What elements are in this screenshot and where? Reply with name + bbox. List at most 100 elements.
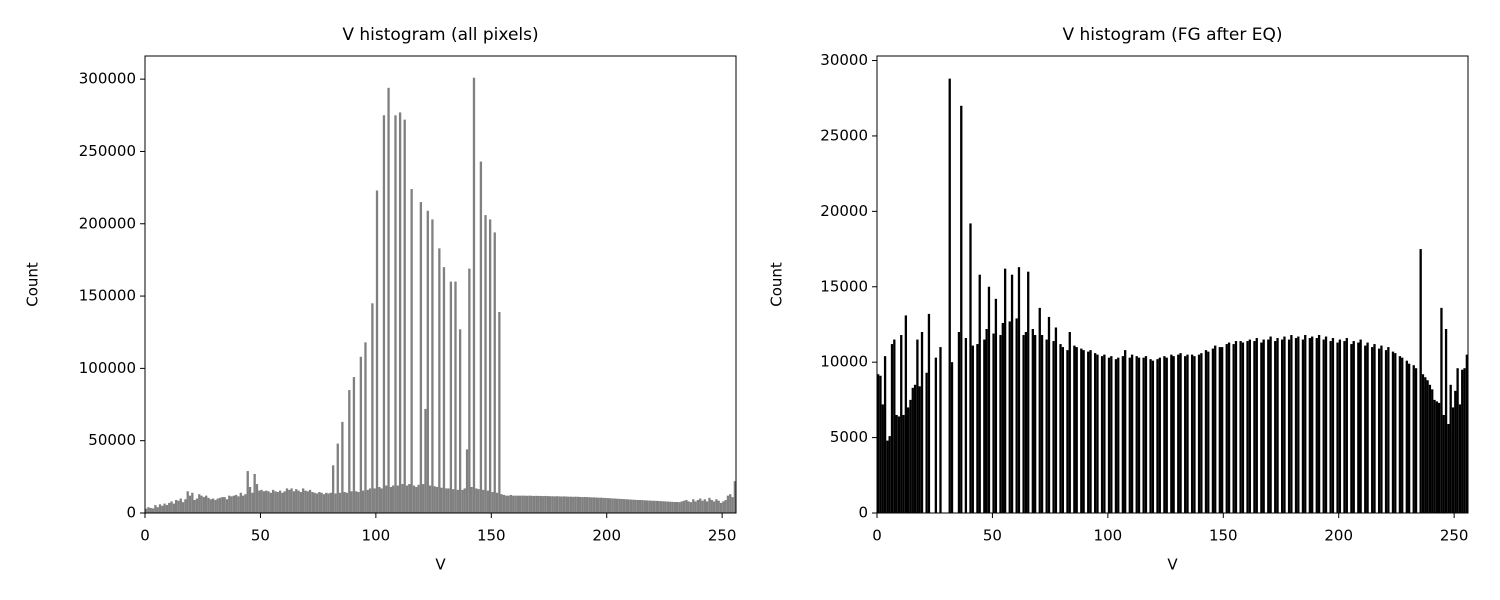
- bar: [1311, 336, 1314, 513]
- bar: [1444, 328, 1448, 513]
- bar: [184, 499, 187, 513]
- y-tick-label: 20000: [820, 202, 868, 220]
- bar: [659, 501, 663, 513]
- bar: [1329, 341, 1332, 513]
- bar: [1017, 267, 1021, 513]
- x-tick-label: 150: [1209, 527, 1238, 545]
- bar: [147, 507, 150, 513]
- bar: [350, 491, 353, 513]
- bar: [251, 492, 254, 513]
- bar: [890, 344, 894, 513]
- bar: [1421, 374, 1425, 513]
- bar: [719, 502, 723, 513]
- bar: [447, 488, 450, 513]
- bar: [288, 489, 291, 513]
- bar: [567, 496, 570, 513]
- bar: [378, 486, 381, 513]
- bar: [574, 496, 577, 513]
- bar: [1080, 348, 1083, 513]
- bar: [357, 492, 360, 513]
- bar: [345, 492, 349, 513]
- bar: [1200, 353, 1203, 513]
- bar: [299, 492, 302, 513]
- bar: [1066, 350, 1069, 513]
- bar: [1338, 339, 1342, 513]
- bar: [916, 339, 919, 513]
- bar: [879, 375, 882, 513]
- bar: [145, 508, 148, 513]
- bar: [888, 436, 891, 513]
- bar: [650, 500, 653, 513]
- bar: [283, 491, 286, 513]
- bar: [253, 473, 256, 513]
- bar: [422, 484, 425, 513]
- axes: 0 50 100 150 200 250 0 50000 100000 150000 200000 2…: [24, 25, 737, 574]
- bar: [1281, 339, 1284, 513]
- x-tick-label: 50: [251, 527, 270, 545]
- bar: [1255, 338, 1258, 513]
- bar: [1124, 350, 1127, 513]
- bar: [165, 505, 169, 513]
- bar: [408, 484, 411, 513]
- bar: [710, 499, 713, 513]
- bar: [246, 471, 249, 513]
- bar: [1047, 316, 1051, 513]
- y-tick-label: 0: [858, 504, 868, 522]
- bar: [1197, 354, 1201, 513]
- bar: [883, 356, 887, 513]
- bar: [978, 274, 981, 513]
- bar: [1433, 399, 1436, 513]
- x-axis-label: V: [1167, 556, 1178, 574]
- bar: [535, 495, 538, 513]
- bar: [618, 498, 621, 513]
- bar: [1170, 354, 1173, 513]
- x-tick-label: 50: [983, 527, 1002, 545]
- bar: [311, 492, 314, 513]
- bar: [315, 493, 319, 513]
- bar: [258, 490, 261, 513]
- bar: [562, 496, 566, 513]
- bar: [555, 496, 559, 513]
- bar: [1301, 339, 1305, 513]
- bar: [290, 488, 293, 513]
- bar: [1317, 335, 1321, 513]
- bar: [417, 484, 420, 513]
- bar: [629, 499, 633, 513]
- bar: [705, 501, 709, 513]
- bar: [1038, 307, 1041, 513]
- bar: [1027, 271, 1030, 513]
- bar: [221, 497, 224, 513]
- bar: [1015, 318, 1018, 513]
- chart-title: V histogram (all pixels): [342, 25, 538, 45]
- bar: [1135, 356, 1138, 513]
- bar: [987, 286, 991, 513]
- bar: [1232, 344, 1235, 513]
- bar: [304, 490, 307, 513]
- bar: [195, 498, 199, 513]
- bar: [181, 502, 185, 513]
- bar: [726, 495, 730, 513]
- bar: [334, 493, 337, 513]
- bar: [893, 339, 896, 513]
- bar: [477, 489, 480, 513]
- bar: [546, 496, 550, 513]
- bar: [295, 489, 298, 513]
- bar: [281, 492, 284, 513]
- bar: [722, 501, 725, 513]
- bar: [911, 387, 914, 513]
- bar: [971, 345, 974, 513]
- bar: [403, 119, 406, 514]
- bar: [168, 502, 171, 513]
- axes-frame: [876, 55, 1469, 514]
- y-tick-label: 100000: [79, 359, 136, 377]
- bar: [230, 496, 233, 513]
- bar: [235, 494, 238, 513]
- bar: [1454, 390, 1457, 513]
- bar: [188, 495, 192, 513]
- bar: [1207, 351, 1210, 513]
- bar: [355, 491, 358, 513]
- bar: [1364, 345, 1367, 513]
- bar: [482, 489, 485, 513]
- bar: [729, 494, 732, 513]
- bar: [950, 362, 954, 513]
